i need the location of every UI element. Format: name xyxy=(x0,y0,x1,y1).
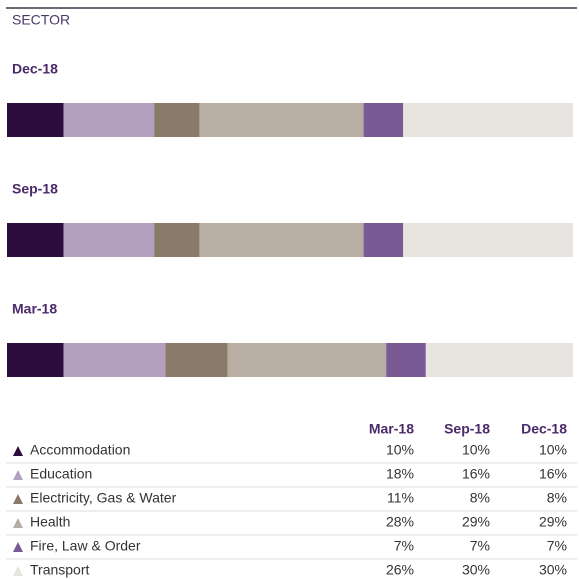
legend-marker xyxy=(13,494,23,504)
table-cell: 30% xyxy=(539,562,567,578)
legend-label: Health xyxy=(30,514,70,530)
bar-segment xyxy=(199,223,364,257)
chart-title: SECTOR xyxy=(12,12,70,28)
legend-label: Accommodation xyxy=(30,442,130,458)
table-cell: 18% xyxy=(386,466,414,482)
bar-segment xyxy=(154,223,200,257)
table-header: Sep-18 xyxy=(444,421,490,437)
legend-marker xyxy=(13,446,23,456)
category-label: Dec-18 xyxy=(12,61,58,77)
bar-segment xyxy=(199,103,364,137)
table-cell: 11% xyxy=(387,490,414,506)
legend-marker xyxy=(13,470,23,480)
table-cell: 7% xyxy=(394,538,414,554)
table-cell: 7% xyxy=(547,538,567,554)
table-header: Mar-18 xyxy=(369,421,414,437)
legend-label: Education xyxy=(30,466,92,482)
legend-label: Electricity, Gas & Water xyxy=(30,490,177,506)
table-cell: 30% xyxy=(462,562,490,578)
table-cell: 7% xyxy=(470,538,490,554)
table-cell: 26% xyxy=(386,562,414,578)
category-label: Sep-18 xyxy=(12,181,58,197)
legend-label: Transport xyxy=(30,562,90,578)
table-cell: 16% xyxy=(462,466,490,482)
table-cell: 10% xyxy=(462,442,490,458)
bar-segment xyxy=(425,343,573,377)
table-cell: 10% xyxy=(386,442,414,458)
table-cell: 29% xyxy=(539,514,567,530)
table-cell: 29% xyxy=(462,514,490,530)
table-cell: 8% xyxy=(470,490,490,506)
category-label: Mar-18 xyxy=(12,301,57,317)
table-cell: 10% xyxy=(539,442,567,458)
bar-segment xyxy=(63,223,155,257)
bar-segment xyxy=(7,223,64,257)
bar-segment xyxy=(7,343,64,377)
bar-segment xyxy=(363,103,404,137)
table-header: Dec-18 xyxy=(521,421,567,437)
table-cell: 28% xyxy=(386,514,414,530)
bar-segment xyxy=(63,343,166,377)
table-cell: 16% xyxy=(539,466,567,482)
bar-segment xyxy=(165,343,228,377)
bar-segment xyxy=(403,103,573,137)
bar-segment xyxy=(363,223,404,257)
legend-label: Fire, Law & Order xyxy=(30,538,141,554)
bar-segment xyxy=(403,223,573,257)
bar-segment xyxy=(7,103,64,137)
bar-segment xyxy=(386,343,426,377)
legend-marker xyxy=(13,566,23,576)
bar-segment xyxy=(63,103,155,137)
bar-segment xyxy=(227,343,387,377)
table-cell: 8% xyxy=(547,490,567,506)
bar-segment xyxy=(154,103,200,137)
legend-marker xyxy=(13,518,23,528)
legend-marker xyxy=(13,542,23,552)
